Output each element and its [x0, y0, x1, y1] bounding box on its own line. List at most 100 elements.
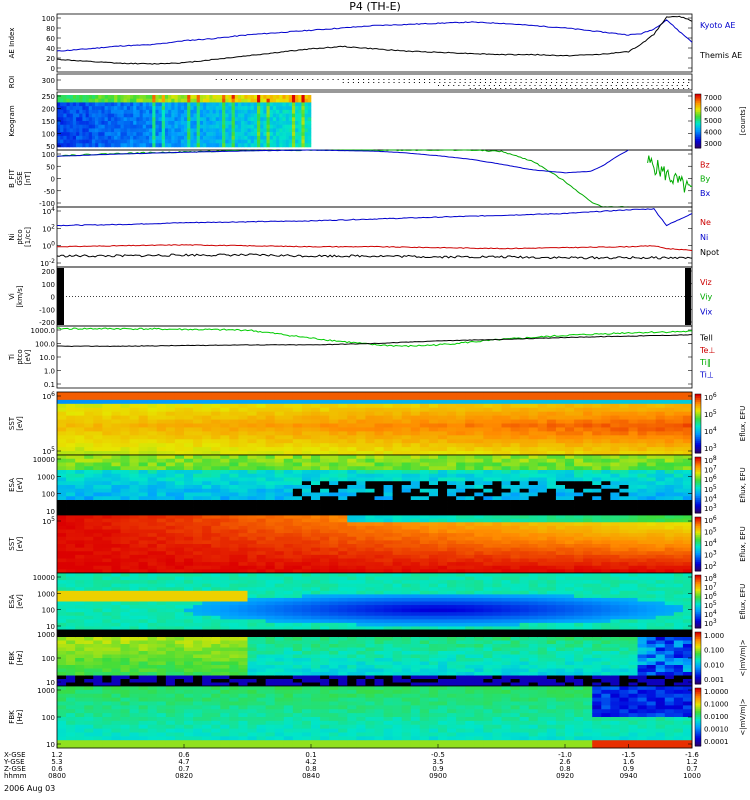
sst_i-cell — [555, 399, 566, 405]
esa_i-cell — [438, 511, 448, 516]
sst_e-cell — [129, 529, 140, 534]
sst_i-cell — [256, 451, 267, 456]
roi-dot — [652, 88, 654, 89]
esa_i-cell — [465, 503, 475, 508]
esa_i-cell — [174, 488, 185, 493]
sst_i-cell — [637, 435, 648, 440]
esa_i-cell — [501, 511, 511, 516]
sst_i-cell — [510, 423, 521, 428]
roi-dot — [637, 82, 639, 83]
keogram-cell — [225, 113, 229, 118]
roi-dot — [576, 79, 578, 80]
esa_i-cell — [483, 466, 493, 471]
esa_i-cell — [374, 503, 384, 508]
sst_e-cell — [619, 554, 629, 559]
keogram-cell — [98, 106, 102, 111]
sst_e-cell — [347, 547, 357, 552]
esa_i-cell — [138, 503, 149, 508]
keogram-cell — [88, 132, 93, 137]
keogram-cell — [291, 109, 296, 114]
keogram-cell — [199, 106, 204, 111]
keogram-cell — [142, 143, 147, 148]
sst_i-cell — [555, 447, 566, 452]
sst_e-cell — [392, 547, 403, 552]
sst_e-cell — [301, 522, 312, 527]
sst_i-colorbar-swatch — [695, 405, 701, 409]
sst_i-cell — [292, 392, 303, 397]
keogram-colorbar-swatch — [695, 113, 701, 117]
sst_i-cell — [75, 427, 85, 432]
keogram-cell — [123, 124, 128, 129]
esa_i-cell — [447, 485, 457, 490]
sst_e-cell — [311, 547, 321, 552]
keogram-cell — [136, 139, 140, 144]
sst_i-cell — [66, 451, 76, 456]
sst_i-cell — [555, 435, 566, 440]
sst_i-cell — [673, 399, 684, 405]
sst_e-cell — [655, 533, 666, 538]
keogram-cell — [215, 102, 220, 107]
keogram-cell — [107, 139, 112, 144]
esa_i-cell — [492, 470, 502, 475]
esa_i-cell — [238, 473, 248, 478]
roi-dot — [551, 88, 553, 89]
esa_i-cell — [592, 511, 602, 516]
sst_i-cell — [646, 403, 657, 409]
keogram-cell — [269, 98, 274, 103]
sst_e-cell — [501, 525, 511, 530]
keogram-cell — [110, 106, 115, 111]
sst_e-cell — [365, 525, 375, 530]
esa_i-cell — [574, 470, 584, 475]
keogram-cell — [225, 128, 229, 133]
sst_i-cell — [84, 403, 94, 409]
keogram-cell — [104, 113, 109, 118]
sst_i-cell — [184, 392, 194, 397]
sst_e-cell — [356, 569, 366, 574]
sst_i-cell — [555, 415, 566, 420]
keogram-cell — [260, 98, 264, 103]
roi-dot — [652, 79, 654, 80]
esa_i-cell — [546, 473, 557, 478]
esa_i-cell — [673, 488, 684, 493]
keogram-cell — [120, 135, 124, 140]
esa_i-cell — [501, 473, 511, 478]
esa_i-cell — [374, 462, 384, 467]
keogram-cell — [95, 109, 99, 114]
keogram-cell — [298, 128, 302, 133]
keogram-cell — [260, 106, 264, 111]
keogram-cell — [177, 109, 182, 114]
esa_i-cell — [265, 462, 276, 467]
sst_e-cell — [510, 518, 521, 523]
esa_i-cell — [537, 481, 548, 486]
esa_i-cell — [438, 507, 448, 512]
esa_i-cell — [610, 492, 620, 497]
sst_i-cell — [492, 403, 502, 409]
keogram-cell — [114, 139, 118, 144]
esa_i-cell — [483, 470, 493, 475]
sst_e-cell — [537, 529, 548, 534]
roi-dot — [667, 82, 669, 83]
sst_i-cell — [120, 447, 130, 452]
keogram-cell — [276, 121, 280, 126]
sst_i-cell — [174, 407, 185, 413]
esa_i-cell — [238, 503, 248, 508]
sst_e-cell — [501, 569, 511, 574]
esa_i-cell — [583, 500, 593, 505]
sst_e-cell — [401, 551, 412, 556]
keogram-cell — [133, 113, 137, 118]
esa_i-cell — [111, 500, 121, 505]
sst_i-cell — [138, 427, 149, 432]
sst_e-cell — [637, 554, 648, 559]
y-tick-label: 80 — [46, 25, 55, 33]
sst_e-cell — [546, 565, 557, 570]
sst_e-cell — [601, 562, 611, 567]
sst_e-cell — [247, 533, 257, 538]
sst_i-cell — [265, 439, 276, 444]
keogram-cell — [244, 128, 248, 133]
esa_i-cell — [311, 496, 321, 501]
esa_i-cell — [628, 470, 638, 475]
sst_e-cell — [120, 551, 130, 556]
esa_i-cell — [138, 507, 149, 512]
sst_e-cell — [84, 547, 94, 552]
sst_i-cell — [592, 419, 602, 424]
